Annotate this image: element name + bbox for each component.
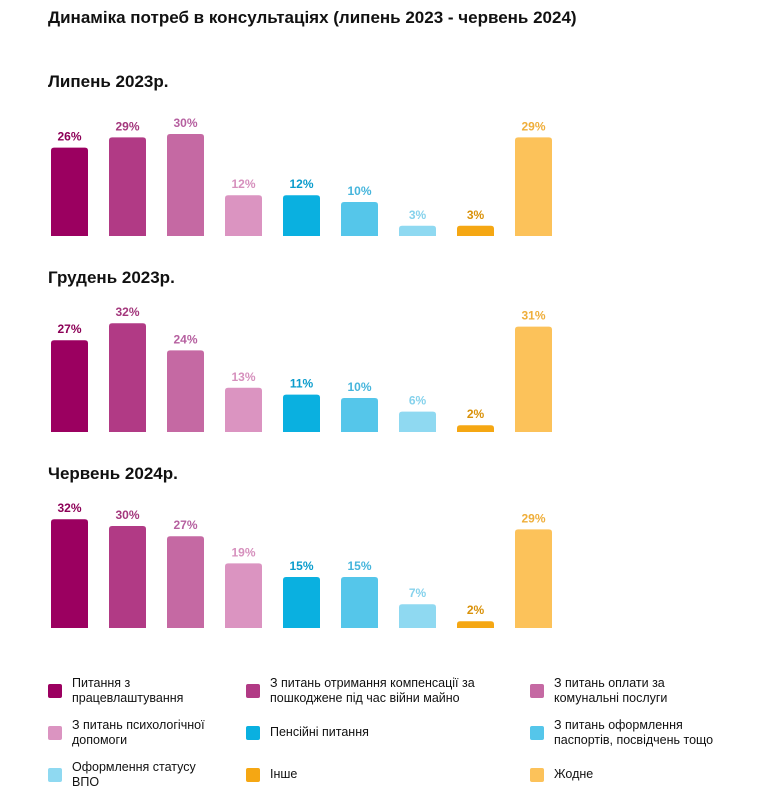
legend-label: Питання з працевлаштування xyxy=(72,676,184,705)
legend-item-employment: Питання з працевлаштування xyxy=(48,676,183,706)
data-label-employment: 32% xyxy=(57,501,81,515)
legend-swatch xyxy=(530,726,544,740)
legend-label: З питань отримання компенсації за пошкод… xyxy=(270,676,475,705)
data-label-compensation: 30% xyxy=(115,508,139,522)
legend-item-utilities: З питань оплати за комунальні послуги xyxy=(530,676,667,706)
bar-chart-july-2023: 26% 29% 30% 12% 12% 10% 3% 3% 29% xyxy=(51,116,552,236)
legend-item-passports: З питань оформлення паспортів, посвідчен… xyxy=(530,718,713,748)
bar-passports xyxy=(341,202,378,236)
data-label-none: 31% xyxy=(521,309,545,323)
data-label-idp-status: 6% xyxy=(409,394,427,408)
legend-swatch xyxy=(530,768,544,782)
data-label-other: 3% xyxy=(467,208,485,222)
legend-swatch xyxy=(246,684,260,698)
bar-utilities xyxy=(167,134,204,236)
legend-swatch xyxy=(48,684,62,698)
bar-chart-december-2023: 27% 32% 24% 13% 11% 10% 6% 2% 31% xyxy=(51,305,552,432)
bar-pension xyxy=(283,195,320,236)
legend-label: Пенсійні питання xyxy=(270,725,369,739)
legend-label: З питань оплати за комунальні послуги xyxy=(554,676,668,705)
bar-pension xyxy=(283,394,320,432)
panel-june-2024: Червень 2024р. 32% 30% 27% 19% 15% 15% 7% 2% 29% xyxy=(0,464,768,634)
bar-idp-status xyxy=(399,604,436,628)
data-label-compensation: 29% xyxy=(115,119,139,133)
panel-december-2023: Грудень 2023р. 27% 32% 24% 13% 11% 10% 6% 2% 31% xyxy=(0,268,768,438)
bar-none xyxy=(515,137,552,236)
data-label-idp-status: 3% xyxy=(409,208,427,222)
legend-item-idp-status: Оформлення статусу ВПО xyxy=(48,760,196,790)
data-label-none: 29% xyxy=(521,511,545,525)
bar-other xyxy=(457,425,494,432)
chart-title: Динаміка потреб в консультаціях (липень … xyxy=(48,8,577,27)
bar-compensation xyxy=(109,526,146,628)
bar-chart-june-2024: 32% 30% 27% 19% 15% 15% 7% 2% 29% xyxy=(51,501,552,628)
bar-psychological xyxy=(225,195,262,236)
data-label-compensation: 32% xyxy=(115,305,139,319)
legend-swatch xyxy=(48,768,62,782)
panel-title: Грудень 2023р. xyxy=(48,268,175,287)
bar-passports xyxy=(341,398,378,432)
legend-item-psychological: З питань психологічної допомоги xyxy=(48,718,205,748)
bar-psychological xyxy=(225,387,262,432)
data-label-pension: 11% xyxy=(290,377,314,391)
panel-july-2023: Липень 2023р. 26% 29% 30% 12% 12% 10% 3% 3% 29% xyxy=(0,72,768,242)
bar-utilities xyxy=(167,536,204,628)
bar-employment xyxy=(51,519,88,628)
data-label-passports: 10% xyxy=(347,380,371,394)
legend-label: Інше xyxy=(270,767,298,781)
data-label-other: 2% xyxy=(467,603,485,617)
data-label-employment: 27% xyxy=(57,322,81,336)
bar-employment xyxy=(51,147,88,236)
legend-label: З питань оформлення паспортів, посвідчен… xyxy=(554,718,714,747)
bar-none xyxy=(515,529,552,628)
bar-employment xyxy=(51,340,88,432)
bar-psychological xyxy=(225,563,262,628)
legend-item-pension: Пенсійні питання xyxy=(246,718,369,740)
panel-title: Червень 2024р. xyxy=(48,464,178,483)
bar-compensation xyxy=(109,137,146,236)
data-label-other: 2% xyxy=(467,407,485,421)
bar-compensation xyxy=(109,323,146,432)
data-label-idp-status: 7% xyxy=(409,586,427,600)
data-label-utilities: 27% xyxy=(173,518,197,532)
bar-other xyxy=(457,621,494,628)
panel-title: Липень 2023р. xyxy=(48,72,169,91)
data-label-psychological: 13% xyxy=(231,370,255,384)
legend-item-compensation: З питань отримання компенсації за пошкод… xyxy=(246,676,475,706)
data-label-passports: 10% xyxy=(347,184,371,198)
bar-idp-status xyxy=(399,225,436,236)
data-label-none: 29% xyxy=(521,119,545,133)
legend-label: Оформлення статусу ВПО xyxy=(72,760,196,789)
legend-item-none: Жодне xyxy=(530,760,593,782)
bar-other xyxy=(457,225,494,236)
legend-swatch xyxy=(48,726,62,740)
bar-utilities xyxy=(167,350,204,432)
data-label-psychological: 19% xyxy=(231,545,255,559)
legend-swatch xyxy=(530,684,544,698)
bar-passports xyxy=(341,577,378,628)
data-label-psychological: 12% xyxy=(231,177,255,191)
legend-item-other: Інше xyxy=(246,760,297,782)
legend-swatch xyxy=(246,768,260,782)
data-label-pension: 15% xyxy=(289,559,313,573)
legend-swatch xyxy=(246,726,260,740)
data-label-pension: 12% xyxy=(289,177,313,191)
bar-idp-status xyxy=(399,411,436,432)
legend-label: Жодне xyxy=(554,767,594,781)
legend-label: З питань психологічної допомоги xyxy=(72,718,205,747)
data-label-employment: 26% xyxy=(57,130,81,144)
bar-pension xyxy=(283,577,320,628)
data-label-utilities: 24% xyxy=(173,332,197,346)
bar-none xyxy=(515,326,552,432)
data-label-passports: 15% xyxy=(347,559,371,573)
legend: Питання з працевлаштування З питань отри… xyxy=(0,676,768,806)
data-label-utilities: 30% xyxy=(173,116,197,130)
